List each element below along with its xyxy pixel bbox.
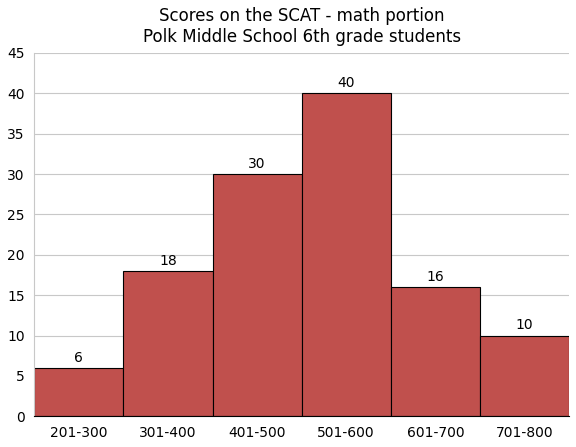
Bar (302, 93, 391, 416)
Bar (35, 368, 123, 416)
Text: 40: 40 (338, 76, 355, 90)
Bar (391, 287, 480, 416)
Text: 30: 30 (248, 157, 266, 171)
Text: 6: 6 (74, 350, 84, 365)
Bar (123, 271, 213, 416)
Text: 16: 16 (426, 270, 444, 284)
Text: 18: 18 (159, 254, 177, 268)
Title: Scores on the SCAT - math portion
Polk Middle School 6th grade students: Scores on the SCAT - math portion Polk M… (143, 7, 461, 46)
Bar (213, 174, 302, 416)
Text: 10: 10 (516, 318, 533, 332)
Bar (480, 336, 569, 416)
